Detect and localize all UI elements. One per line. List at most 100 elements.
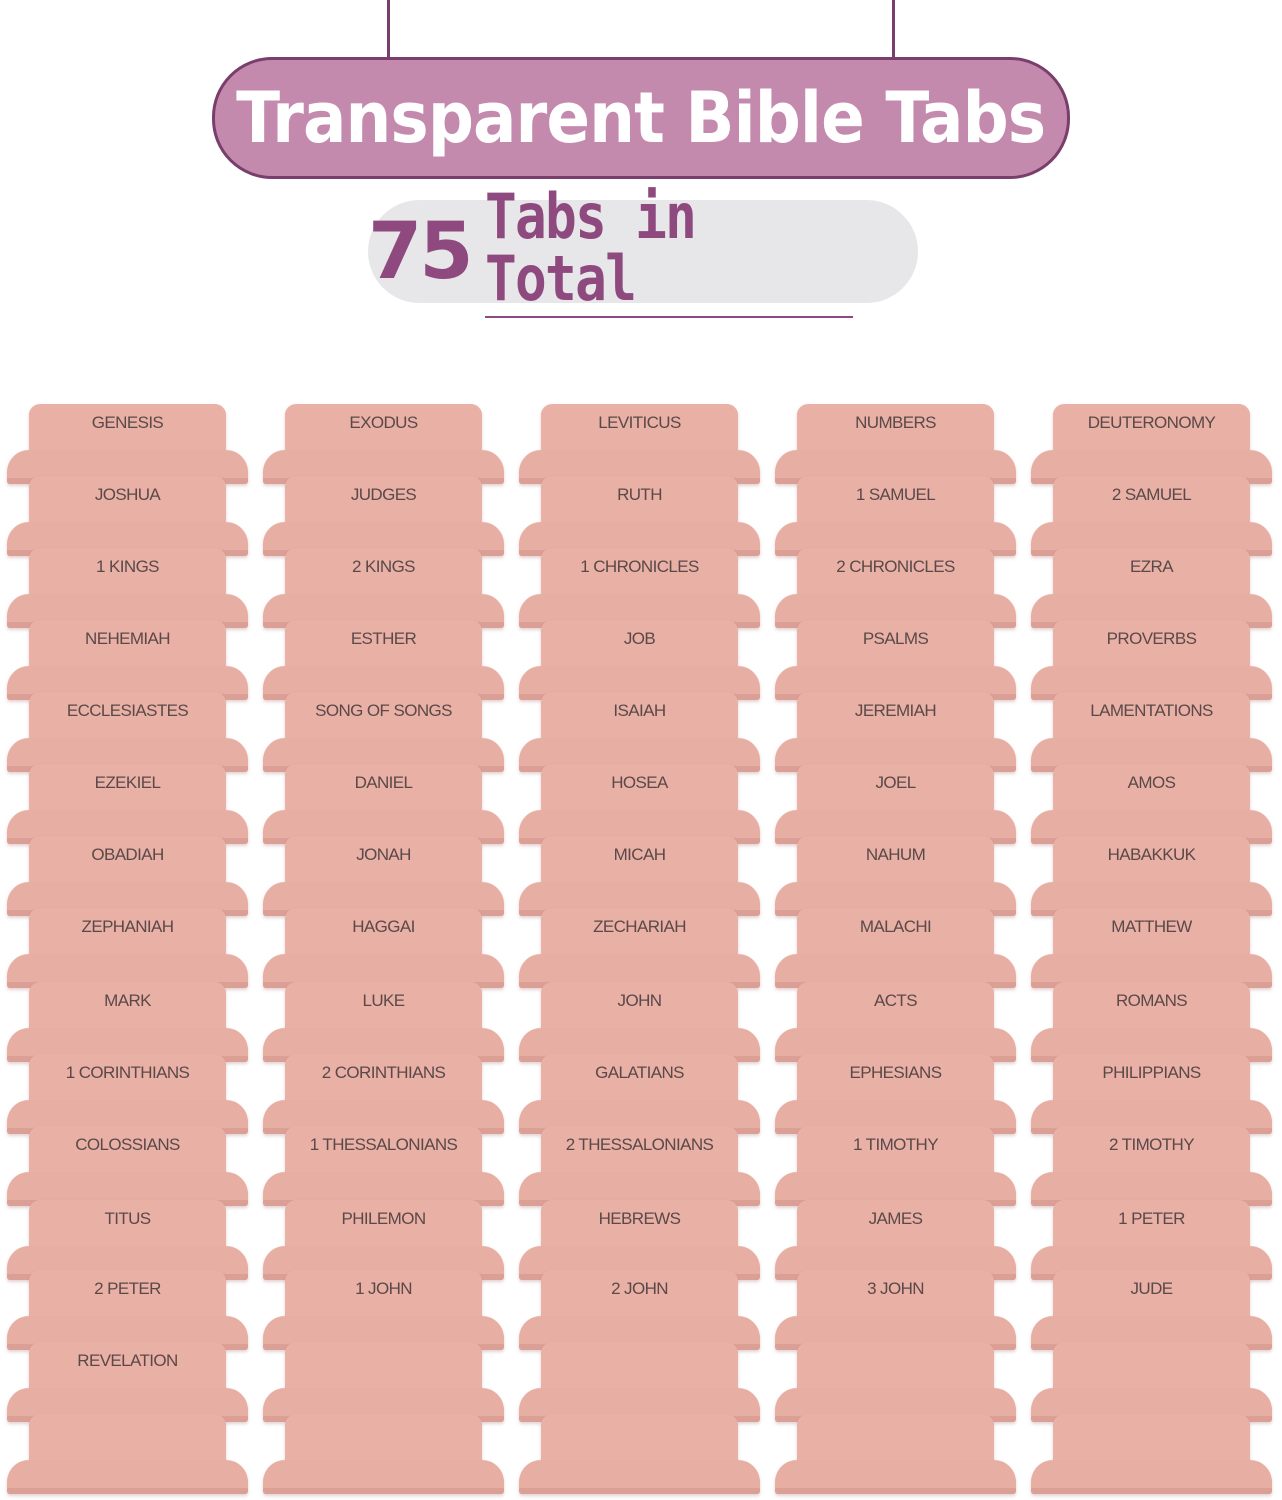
tab-label: NAHUM xyxy=(865,845,926,864)
bible-tab: HABAKKUK xyxy=(1029,836,1274,916)
tab-label: HABAKKUK xyxy=(1107,845,1196,864)
bible-tab: COLOSSIANS xyxy=(5,1126,250,1206)
bible-tab: JOEL xyxy=(773,764,1018,844)
tab-label: 3 JOHN xyxy=(867,1279,924,1298)
tab-top xyxy=(285,908,482,954)
tab-label: EPHESIANS xyxy=(849,1063,943,1082)
bible-tab: 1 CORINTHIANS xyxy=(5,1054,250,1134)
tab-label: ZECHARIAH xyxy=(593,917,686,936)
tab-top xyxy=(541,548,738,594)
tab-top xyxy=(541,476,738,522)
tab-label: 2 TIMOTHY xyxy=(1109,1135,1195,1154)
tab-top xyxy=(541,836,738,882)
tab-label: 1 JOHN xyxy=(355,1279,412,1298)
tab-base xyxy=(775,1460,1016,1494)
tab-label: REVELATION xyxy=(77,1351,178,1370)
title-banner: Transparent Bible Tabs xyxy=(212,57,1070,179)
tab-label: 2 SAMUEL xyxy=(1111,485,1192,504)
tab-label: RUTH xyxy=(617,485,662,504)
tab-label: PROVERBS xyxy=(1106,629,1197,648)
bible-tab: PROVERBS xyxy=(1029,620,1274,700)
tab-top xyxy=(1053,908,1250,954)
bible-tab: JUDGES xyxy=(261,476,506,556)
tab-top xyxy=(1053,476,1250,522)
tab-top xyxy=(541,692,738,738)
bible-tab: 2 THESSALONIANS xyxy=(517,1126,762,1206)
bible-tab: 2 JOHN xyxy=(517,1270,762,1350)
tab-count-number: 75 xyxy=(368,206,474,297)
tab-top xyxy=(1053,1414,1250,1460)
tab-label: JUDE xyxy=(1130,1279,1174,1298)
bible-tab: NUMBERS xyxy=(773,404,1018,484)
bible-tab: LEVITICUS xyxy=(517,404,762,484)
tab-label: 2 CHRONICLES xyxy=(836,557,955,576)
tab-label: ACTS xyxy=(874,991,918,1010)
bible-tab: 1 SAMUEL xyxy=(773,476,1018,556)
tab-top xyxy=(797,908,994,954)
bible-tab: 1 KINGS xyxy=(5,548,250,628)
bible-tab: 2 TIMOTHY xyxy=(1029,1126,1274,1206)
bible-tab: 1 THESSALONIANS xyxy=(261,1126,506,1206)
tab-label: JOSHUA xyxy=(94,485,161,504)
bible-tab: REVELATION xyxy=(5,1342,250,1422)
tab-top xyxy=(285,1054,482,1100)
tab-label: LEVITICUS xyxy=(598,413,681,432)
bible-tab: RUTH xyxy=(517,476,762,556)
tab-label: SONG OF SONGS xyxy=(315,701,452,720)
tab-label: MALACHI xyxy=(859,917,932,936)
tab-label: LAMENTATIONS xyxy=(1090,701,1213,720)
tab-top xyxy=(29,1200,226,1246)
tab-top xyxy=(285,836,482,882)
bible-tab: PHILEMON xyxy=(261,1200,506,1280)
tab-top xyxy=(1053,982,1250,1028)
tab-base xyxy=(1031,1460,1272,1494)
tab-label: JOEL xyxy=(875,773,916,792)
bible-tab: GALATIANS xyxy=(517,1054,762,1134)
bible-tab: 1 PETER xyxy=(1029,1200,1274,1280)
tab-top xyxy=(541,982,738,1028)
bible-tab xyxy=(5,1414,250,1494)
bible-tab: ECCLESIASTES xyxy=(5,692,250,772)
tab-label: EXODUS xyxy=(349,413,418,432)
tab-top xyxy=(29,692,226,738)
tab-label: NEHEMIAH xyxy=(85,629,171,648)
tab-top xyxy=(541,1414,738,1460)
tab-top xyxy=(797,836,994,882)
bible-tab: ROMANS xyxy=(1029,982,1274,1062)
tab-label: ISAIAH xyxy=(613,701,666,720)
tab-label: TITUS xyxy=(104,1209,151,1228)
tab-top xyxy=(797,982,994,1028)
bible-tab: SONG OF SONGS xyxy=(261,692,506,772)
tab-top xyxy=(285,1126,482,1172)
bible-tab: ISAIAH xyxy=(517,692,762,772)
bible-tab: PSALMS xyxy=(773,620,1018,700)
tab-label: 1 CHRONICLES xyxy=(580,557,699,576)
tab-top xyxy=(797,1270,994,1316)
tab-label: NUMBERS xyxy=(855,413,936,432)
tab-label: EZEKIEL xyxy=(94,773,161,792)
tab-label: HAGGAI xyxy=(352,917,415,936)
bible-tab: JOSHUA xyxy=(5,476,250,556)
tab-label: HEBREWS xyxy=(598,1209,681,1228)
tab-label: HOSEA xyxy=(611,773,668,792)
bible-tab: NEHEMIAH xyxy=(5,620,250,700)
tab-label: ROMANS xyxy=(1115,991,1188,1010)
tab-top xyxy=(29,404,226,450)
tab-top xyxy=(541,1126,738,1172)
tab-label: JOHN xyxy=(617,991,662,1010)
bible-tab xyxy=(1029,1342,1274,1422)
tab-label: 1 PETER xyxy=(1118,1209,1185,1228)
tab-label: PHILEMON xyxy=(341,1209,427,1228)
tab-top xyxy=(541,764,738,810)
tab-top xyxy=(1053,692,1250,738)
tab-top xyxy=(1053,1126,1250,1172)
bible-tab: HAGGAI xyxy=(261,908,506,988)
tab-top xyxy=(29,764,226,810)
tab-top xyxy=(1053,1342,1250,1388)
bible-tab: JAMES xyxy=(773,1200,1018,1280)
bible-tab xyxy=(1029,1414,1274,1494)
tab-label: 1 SAMUEL xyxy=(855,485,936,504)
bible-tab: MATTHEW xyxy=(1029,908,1274,988)
bible-tab: JUDE xyxy=(1029,1270,1274,1350)
bible-tab: 2 SAMUEL xyxy=(1029,476,1274,556)
